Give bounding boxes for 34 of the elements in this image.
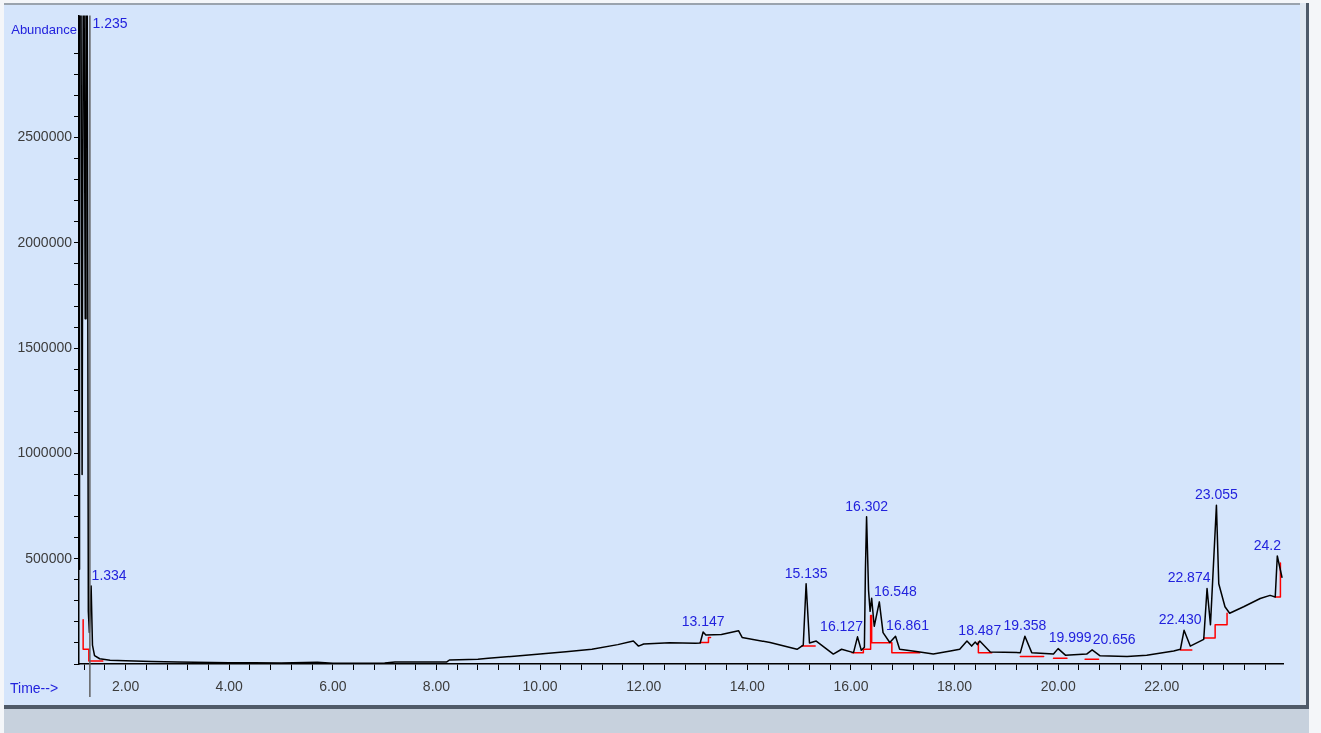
annotation: 16.548: [873, 582, 917, 599]
x-tick-label: 6.00: [319, 678, 347, 695]
x-tick-label: 18.00: [937, 678, 973, 695]
y-tick-label: 1500000: [17, 338, 73, 355]
annotation: 16.302: [845, 497, 889, 514]
annotation: 20.656: [1092, 630, 1136, 647]
x-tick-label: 10.00: [522, 678, 558, 695]
x-tick-label: 20.00: [1040, 678, 1076, 695]
annotation: 13.147: [681, 612, 725, 629]
x-tick-label: 12.00: [626, 678, 662, 695]
annotation: 23.055: [1195, 486, 1239, 503]
y-tick-label: 500000: [25, 549, 73, 566]
annotation: 15.135: [784, 564, 828, 581]
annotation: 22.874: [1167, 569, 1211, 586]
annotation: 22.430: [1158, 611, 1202, 628]
x-tick-label: 2.00: [112, 678, 140, 695]
x-tick-label: 4.00: [215, 678, 244, 695]
x-tick-label: 14.00: [729, 678, 766, 695]
y-tick-label: 2000000: [17, 233, 73, 250]
annotation: 24.2: [1253, 536, 1282, 553]
y-tick-label: 2500000: [17, 128, 73, 145]
x-tick-label: 16.00: [833, 678, 869, 695]
annotation: 19.358: [1003, 617, 1047, 634]
x-tick-label: 22.00: [1144, 678, 1180, 695]
annotation: 16.861: [886, 617, 930, 634]
y-axis-title: Abundance: [11, 22, 77, 38]
annotation: 1.334: [91, 566, 127, 583]
x-tick-label: 8.00: [422, 678, 451, 695]
annotation: 1.235: [92, 15, 128, 32]
annotation: 18.487: [958, 621, 1002, 638]
annotation: 19.999: [1048, 629, 1092, 646]
annotation: 16.127: [820, 617, 864, 634]
y-tick-label: 1000000: [17, 444, 73, 461]
x-axis-title: Time-->: [10, 679, 59, 696]
